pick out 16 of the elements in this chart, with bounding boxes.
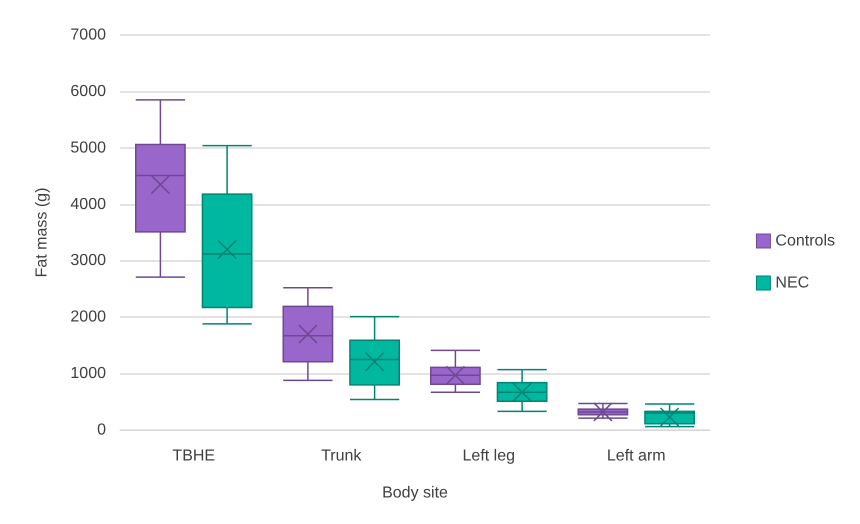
- y-axis-title: Fat mass (g): [34, 188, 50, 278]
- y-tick-label: 0: [97, 422, 106, 438]
- y-tick-label: 2000: [70, 308, 106, 326]
- y-tick-label: 5000: [70, 139, 106, 156]
- x-axis-title: Body site: [382, 484, 448, 502]
- y-tick-label: 3000: [70, 252, 106, 270]
- x-tick-label: Left arm: [606, 448, 666, 464]
- y-tick-label: 4000: [70, 196, 106, 213]
- x-tick-label: Left leg: [462, 448, 515, 464]
- y-tick-label: 7000: [70, 26, 106, 44]
- legend-label: Controls: [775, 232, 835, 250]
- x-tick-label: TBHE: [172, 448, 216, 464]
- legend-label: NEC: [775, 274, 810, 292]
- y-tick-label: 1000: [70, 365, 106, 382]
- y-tick-label: 6000: [70, 82, 106, 100]
- x-tick-label: Trunk: [321, 448, 362, 464]
